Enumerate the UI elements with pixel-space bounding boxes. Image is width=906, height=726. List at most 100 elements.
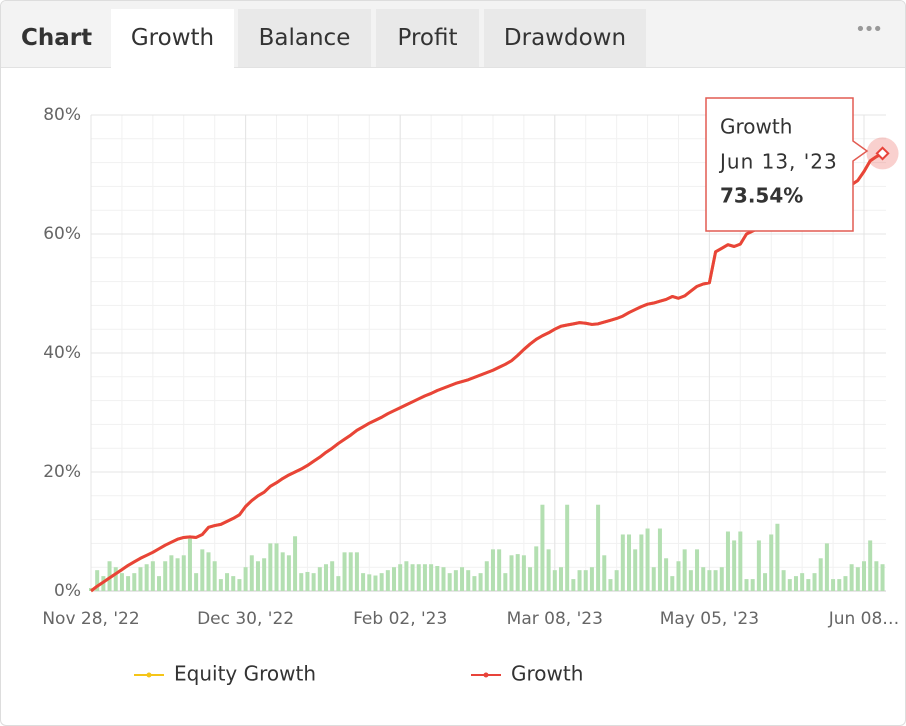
bar [806, 579, 811, 591]
bar [781, 570, 786, 591]
bar [868, 540, 873, 591]
bar [657, 528, 662, 591]
bar [490, 549, 495, 591]
bar [373, 575, 378, 591]
bar [361, 573, 366, 591]
bar [645, 528, 650, 591]
tooltip-date: Jun 13, '23 [718, 150, 838, 174]
bar [589, 567, 594, 591]
bar [187, 537, 192, 591]
bar [515, 554, 520, 591]
bar [478, 573, 483, 591]
tooltip-value: 73.54% [720, 184, 803, 208]
bar [738, 531, 743, 591]
tab[interactable]: Profit [376, 9, 479, 67]
bar [447, 573, 452, 591]
bar [225, 573, 230, 591]
bar [144, 564, 149, 591]
bar [664, 558, 669, 591]
bar [200, 549, 205, 591]
bar [441, 567, 446, 591]
bar [293, 536, 298, 591]
bar [763, 573, 768, 591]
bar [571, 579, 576, 591]
bar [497, 549, 502, 591]
bar [323, 564, 328, 591]
bar [880, 564, 885, 591]
x-tick-label: Nov 28, '22 [42, 609, 139, 629]
x-tick-label: May 05, '23 [660, 609, 759, 629]
bar [812, 573, 817, 591]
bar [732, 540, 737, 591]
bar [769, 534, 774, 591]
legend-label: Equity Growth [174, 662, 316, 686]
bar [379, 573, 384, 591]
series-line [90, 152, 884, 593]
bar [719, 567, 724, 591]
bar [249, 555, 254, 591]
bar [231, 576, 236, 591]
bar [466, 570, 471, 591]
bar [633, 549, 638, 591]
legend-dot [483, 672, 489, 678]
tooltip-box [705, 97, 869, 232]
tab[interactable]: Growth [111, 9, 234, 68]
bar [583, 570, 588, 591]
legend-label: Growth [511, 662, 583, 686]
bar [534, 546, 539, 591]
bar [837, 579, 842, 591]
bar [206, 552, 211, 591]
bar [472, 576, 477, 591]
bar [843, 576, 848, 591]
bar [317, 567, 322, 591]
bar [639, 534, 644, 591]
bar [800, 573, 805, 591]
x-tick-label: Mar 08, '23 [507, 609, 603, 629]
bar [453, 570, 458, 591]
bar [132, 573, 137, 591]
bar [354, 552, 359, 591]
bar [701, 567, 706, 591]
bar [577, 570, 582, 591]
menu-button[interactable]: ••• [855, 19, 883, 40]
bar [484, 561, 489, 591]
bar [274, 543, 279, 591]
bar [627, 534, 632, 591]
bar [218, 579, 223, 591]
bar [695, 549, 700, 591]
tab[interactable]: Drawdown [484, 9, 646, 67]
bar [614, 570, 619, 591]
tooltip: Growth Jun 13, '23 73.54% [705, 97, 869, 232]
bar [787, 579, 792, 591]
bar [157, 576, 162, 591]
bar [398, 564, 403, 591]
bar [280, 552, 285, 591]
bar [367, 574, 372, 591]
bar [558, 567, 563, 591]
bar [688, 570, 693, 591]
bar [194, 573, 199, 591]
bar [509, 555, 514, 591]
bar [237, 579, 242, 591]
bar [824, 543, 829, 591]
bar [169, 555, 174, 591]
bar [676, 561, 681, 591]
bar [416, 564, 421, 591]
bar [163, 561, 168, 591]
bar [286, 555, 291, 591]
widget-title: Chart [21, 25, 93, 51]
bar [348, 552, 353, 591]
bar [546, 549, 551, 591]
bar [552, 570, 557, 591]
bar [435, 566, 440, 591]
bar [725, 531, 730, 591]
bar [874, 561, 879, 591]
bar [855, 567, 860, 591]
tab[interactable]: Balance [238, 9, 371, 67]
bar [651, 567, 656, 591]
bar [243, 567, 248, 591]
bar [565, 504, 570, 591]
bar [212, 561, 217, 591]
